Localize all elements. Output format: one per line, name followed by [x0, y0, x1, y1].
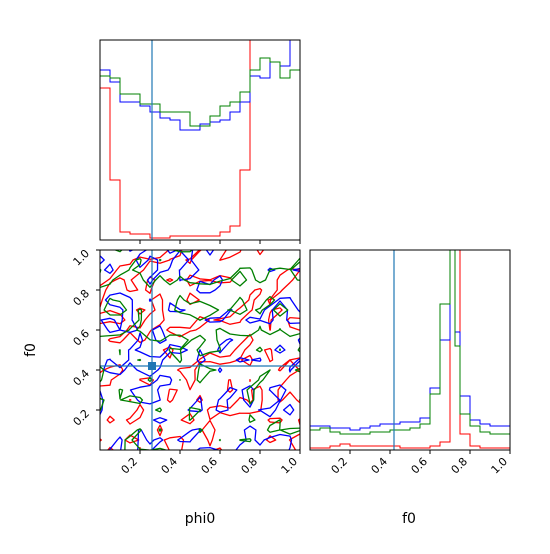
y-axis-label-f0: f0: [23, 343, 39, 357]
phi0-hist-series-1: [100, 40, 300, 240]
joint-contour-series-2: [100, 250, 300, 450]
f0-hist-series-2: [310, 250, 510, 450]
phi0-histogram-panel: [99, 39, 301, 244]
phi0-histogram-frame: [99, 39, 301, 241]
phi0-hist-series-2: [100, 57, 300, 240]
joint-contour-series-0: [100, 250, 300, 450]
f0-hist-series-1: [310, 250, 510, 450]
joint-frame: [99, 249, 301, 451]
x-axis-label-f0: f0: [402, 511, 416, 527]
x-axis-label-phi0: phi0: [185, 511, 216, 527]
f0-histogram-frame: [309, 249, 511, 451]
f0-hist-series-0: [310, 250, 510, 450]
phi0-hist-series-0: [100, 40, 300, 240]
joint-truth-marker: [148, 362, 156, 370]
